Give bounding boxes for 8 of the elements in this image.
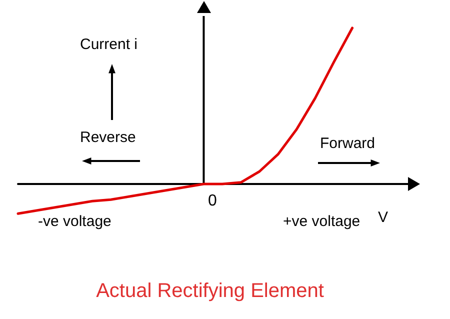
y-axis-title: Current i xyxy=(80,36,138,53)
annotation: 0 xyxy=(208,192,217,210)
annotation: -ve voltage xyxy=(38,213,112,230)
text: Actual Rectifying Element xyxy=(96,280,324,302)
annotation: Reverse xyxy=(80,129,136,146)
annotation: Forward xyxy=(320,135,376,152)
x-axis-title: V xyxy=(378,209,388,226)
annotation: +ve voltage xyxy=(283,213,360,230)
